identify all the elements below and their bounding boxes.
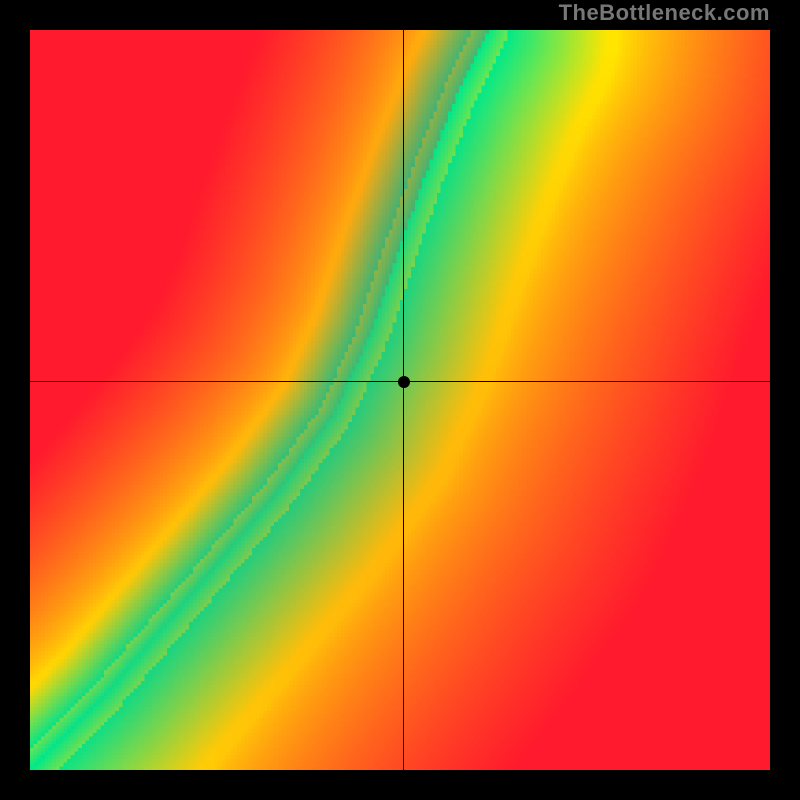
heatmap-canvas <box>30 30 770 770</box>
bottleneck-marker <box>398 376 410 388</box>
watermark-text: TheBottleneck.com <box>559 0 770 26</box>
chart-container: TheBottleneck.com <box>0 0 800 800</box>
crosshair-vertical <box>403 30 404 770</box>
